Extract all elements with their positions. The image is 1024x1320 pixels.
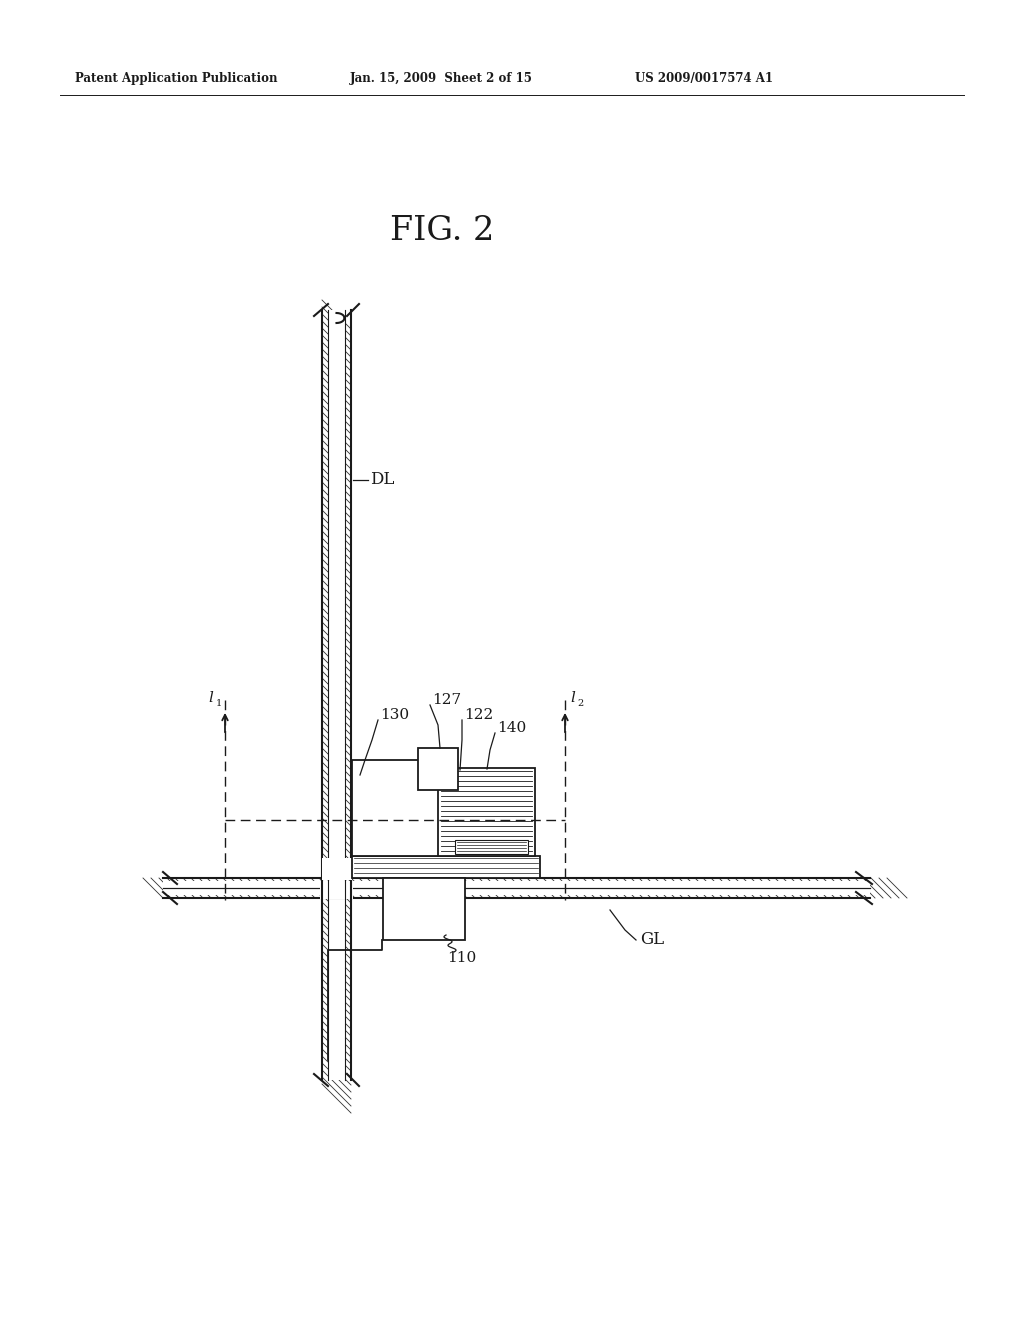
Text: US 2009/0017574 A1: US 2009/0017574 A1 bbox=[635, 73, 773, 84]
Bar bbox=[322, 858, 352, 880]
Bar bbox=[319, 880, 353, 899]
Bar bbox=[418, 748, 458, 789]
Text: 127: 127 bbox=[432, 693, 461, 708]
Text: 1: 1 bbox=[216, 698, 222, 708]
Bar bbox=[438, 768, 535, 855]
Text: 140: 140 bbox=[497, 721, 526, 735]
Text: GL: GL bbox=[640, 932, 665, 949]
Text: l: l bbox=[209, 690, 213, 705]
Text: 130: 130 bbox=[380, 708, 410, 722]
Text: FIG. 2: FIG. 2 bbox=[390, 215, 495, 247]
Text: Jan. 15, 2009  Sheet 2 of 15: Jan. 15, 2009 Sheet 2 of 15 bbox=[350, 73, 532, 84]
Bar bbox=[455, 840, 528, 854]
Text: Patent Application Publication: Patent Application Publication bbox=[75, 73, 278, 84]
Bar bbox=[322, 310, 351, 1080]
Text: l: l bbox=[570, 690, 575, 705]
Bar bbox=[352, 760, 450, 855]
Bar bbox=[163, 880, 870, 895]
Bar bbox=[383, 878, 465, 940]
Bar bbox=[328, 310, 345, 1080]
Text: 122: 122 bbox=[464, 708, 494, 722]
Bar bbox=[352, 855, 540, 878]
Text: DL: DL bbox=[370, 471, 394, 488]
Bar bbox=[163, 878, 870, 898]
Text: 2: 2 bbox=[578, 698, 584, 708]
Text: 110: 110 bbox=[447, 950, 476, 965]
